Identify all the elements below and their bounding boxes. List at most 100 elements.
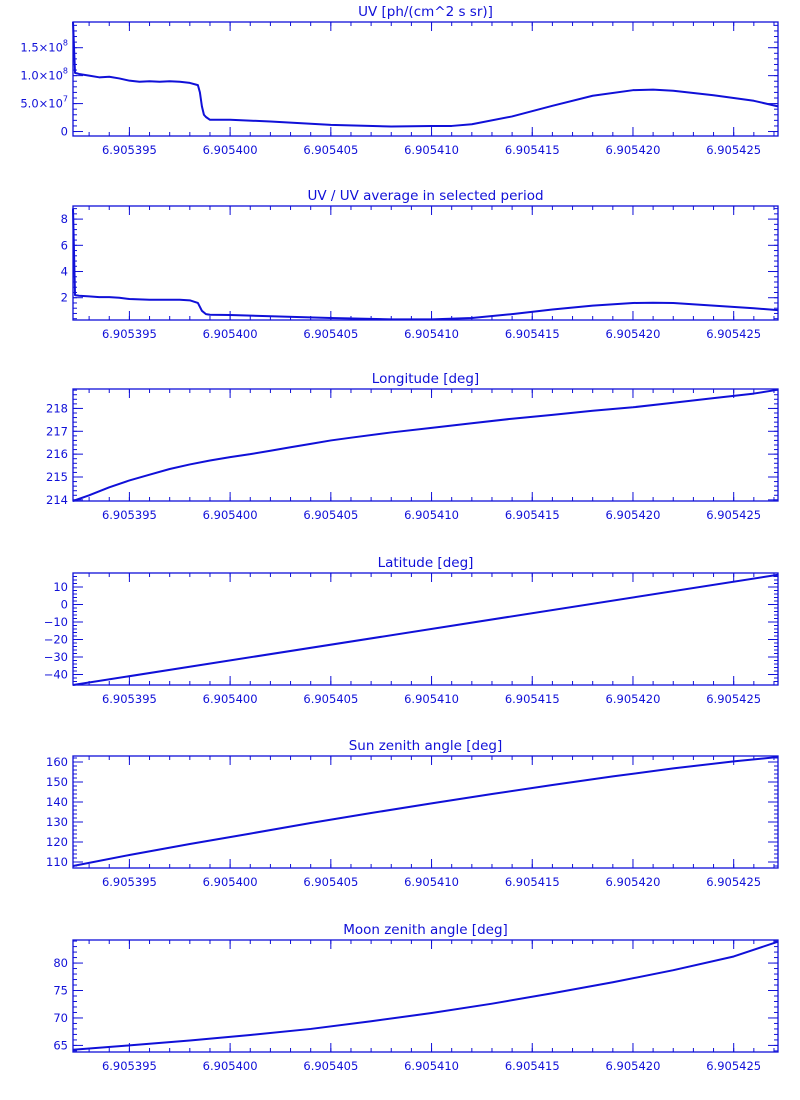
plot-frame (72, 755, 779, 869)
series-line (72, 756, 779, 867)
x-tick-label: 6.905405 (303, 508, 358, 522)
x-tick-label: 6.905395 (102, 327, 157, 341)
y-tick-label: 214 (46, 493, 68, 507)
y-tick-label: −10 (44, 615, 68, 629)
y-tick-label-exponent: 8 (63, 67, 68, 76)
x-tick-label: 6.905420 (606, 327, 661, 341)
y-tick-label: 140 (46, 795, 68, 809)
y-tick-label: 6 (61, 238, 68, 252)
panel-5: Sun zenith angle [deg] 6.905395 6.905400 6.… (46, 738, 779, 889)
y-tick-label: 215 (46, 470, 68, 484)
y-tick-label: 65 (53, 1038, 68, 1052)
y-tick-label: 5.0×107 (20, 95, 68, 111)
panel-title: Latitude [deg] (378, 555, 474, 571)
plot-frame (72, 388, 779, 502)
y-tick-label: 150 (46, 775, 68, 789)
x-tick-label: 6.905410 (404, 327, 459, 341)
panel-title: Sun zenith angle [deg] (349, 738, 503, 754)
series-line (72, 208, 779, 321)
x-tick-label: 6.905415 (505, 692, 560, 706)
x-tick-label: 6.905425 (706, 508, 761, 522)
panel-title: Longitude [deg] (372, 371, 479, 387)
x-tick-label: 6.905405 (303, 327, 358, 341)
series-line (72, 940, 779, 1051)
x-tick-label: 6.905400 (203, 875, 258, 889)
series-line (72, 573, 779, 686)
x-tick-label: 6.905425 (706, 875, 761, 889)
x-tick-label: 6.905410 (404, 143, 459, 157)
x-tick-label: 6.905425 (706, 692, 761, 706)
y-tick-label: 120 (46, 835, 68, 849)
x-tick-label: 6.905420 (606, 1059, 661, 1073)
x-tick-label: 6.905415 (505, 1059, 560, 1073)
y-tick-label: 70 (53, 1011, 68, 1025)
x-tick-label: 6.905405 (303, 143, 358, 157)
y-tick-label: 0 (61, 125, 68, 139)
x-tick-label: 6.905415 (505, 508, 560, 522)
x-tick-label: 6.905400 (203, 1059, 258, 1073)
y-tick-label: −30 (44, 650, 68, 664)
x-tick-label: 6.905410 (404, 508, 459, 522)
x-tick-label: 6.905395 (102, 143, 157, 157)
x-tick-label: 6.905425 (706, 143, 761, 157)
plot-frame (72, 21, 779, 137)
panel-3: Longitude [deg] 6.905395 6.905400 6.905405 6… (46, 371, 779, 522)
x-tick-label: 6.905420 (606, 143, 661, 157)
series-line (72, 388, 779, 502)
y-tick-label: 80 (53, 956, 68, 970)
x-tick-label: 6.905395 (102, 1059, 157, 1073)
x-tick-label: 6.905410 (404, 875, 459, 889)
x-tick-label: 6.905405 (303, 692, 358, 706)
x-tick-label: 6.905410 (404, 1059, 459, 1073)
y-tick-label: 160 (46, 755, 68, 769)
series-line (72, 21, 779, 128)
x-tick-label: 6.905400 (203, 692, 258, 706)
y-tick-label: 4 (61, 265, 68, 279)
y-tick-label: 8 (61, 212, 68, 226)
x-tick-label: 6.905420 (606, 692, 661, 706)
y-tick-label: 110 (46, 855, 68, 869)
x-tick-label: 6.905395 (102, 875, 157, 889)
y-tick-label: 0 (61, 598, 68, 612)
y-tick-label: 1.0×108 (20, 67, 68, 83)
y-tick-label: 217 (46, 424, 68, 438)
x-tick-label: 6.905415 (505, 143, 560, 157)
y-tick-label: 2 (61, 291, 68, 305)
panel-6: Moon zenith angle [deg] 6.905395 6.905400 6… (53, 922, 779, 1073)
y-tick-label-base: 1.0×10 (20, 69, 63, 83)
y-tick-label: 75 (53, 984, 68, 998)
panel-4: Latitude [deg] 6.905395 6.905400 6.905405 6.… (44, 555, 779, 706)
y-tick-label: 216 (46, 447, 68, 461)
y-tick-label: 218 (46, 401, 68, 415)
y-tick-label-exponent: 8 (63, 39, 68, 48)
panel-title: Moon zenith angle [deg] (343, 922, 508, 938)
x-tick-label: 6.905415 (505, 327, 560, 341)
y-tick-label-base: 5.0×10 (20, 97, 63, 111)
x-tick-label: 6.905400 (203, 143, 258, 157)
y-tick-label-exponent: 7 (63, 95, 68, 104)
y-tick-label: −40 (44, 668, 68, 682)
x-tick-label: 6.905400 (203, 508, 258, 522)
plot-frame (72, 939, 779, 1053)
x-tick-label: 6.905395 (102, 508, 157, 522)
x-tick-label: 6.905405 (303, 875, 358, 889)
x-tick-label: 6.905410 (404, 692, 459, 706)
x-tick-label: 6.905425 (706, 1059, 761, 1073)
y-tick-label: 10 (53, 580, 68, 594)
x-tick-label: 6.905420 (606, 875, 661, 889)
y-tick-label: −20 (44, 633, 68, 647)
y-tick-label: 130 (46, 815, 68, 829)
x-tick-label: 6.905400 (203, 327, 258, 341)
x-tick-label: 6.905405 (303, 1059, 358, 1073)
y-tick-label-base: 0 (61, 125, 68, 139)
panel-title: UV [ph/(cm^2 s sr)] (358, 4, 493, 20)
y-tick-label-base: 1.5×10 (20, 41, 63, 55)
x-tick-label: 6.905415 (505, 875, 560, 889)
x-tick-label: 6.905395 (102, 692, 157, 706)
panel-1: UV [ph/(cm^2 s sr)] 6.905395 6.905400 6.905… (20, 4, 779, 157)
x-tick-label: 6.905425 (706, 327, 761, 341)
x-tick-label: 6.905420 (606, 508, 661, 522)
y-tick-label: 1.5×108 (20, 39, 68, 55)
panel-2: UV / UV average in selected period 6.9053… (61, 188, 779, 341)
